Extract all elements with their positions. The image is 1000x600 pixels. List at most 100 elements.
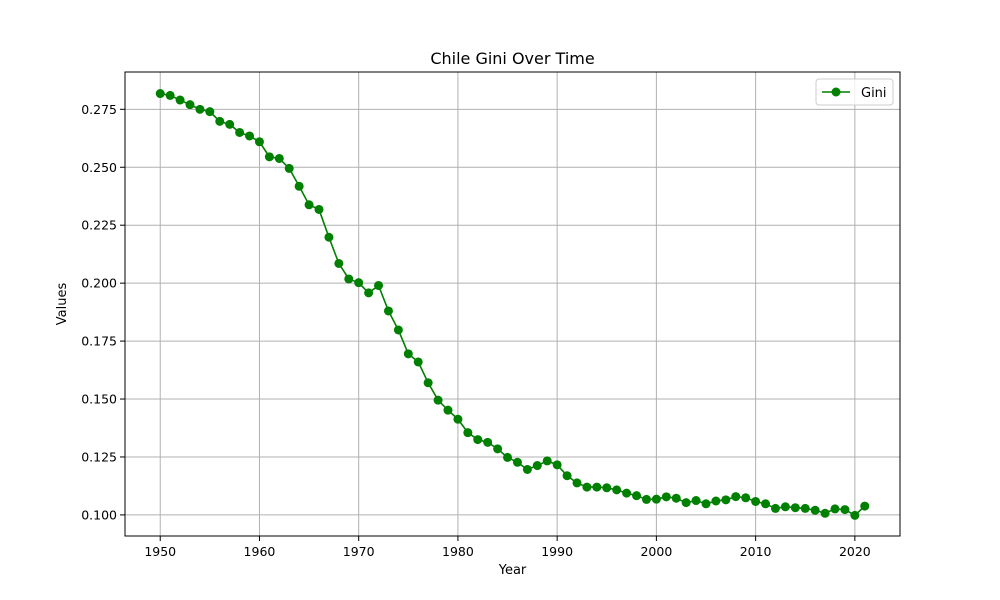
data-point xyxy=(741,493,751,503)
data-point xyxy=(493,444,503,454)
data-point xyxy=(274,153,284,163)
data-point xyxy=(344,274,354,284)
data-point xyxy=(691,496,701,506)
data-point xyxy=(731,492,741,502)
x-tick-label: 2000 xyxy=(640,544,672,559)
data-point xyxy=(622,488,632,498)
data-point xyxy=(503,452,513,462)
data-point xyxy=(820,508,830,518)
data-point xyxy=(225,119,235,129)
y-tick-label: 0.225 xyxy=(81,218,117,233)
data-point xyxy=(334,258,344,268)
data-point xyxy=(602,483,612,493)
data-point xyxy=(264,152,274,162)
data-point xyxy=(532,461,542,471)
data-point xyxy=(483,437,493,447)
data-point xyxy=(393,325,403,335)
data-point xyxy=(254,137,264,147)
data-point xyxy=(215,116,225,126)
data-point xyxy=(205,107,215,117)
data-point xyxy=(294,181,304,191)
data-point xyxy=(165,90,175,100)
x-tick-label: 2020 xyxy=(839,544,871,559)
data-point xyxy=(651,494,661,504)
x-tick-label: 1990 xyxy=(541,544,573,559)
y-tick-label: 0.200 xyxy=(81,276,117,291)
y-tick-label: 0.275 xyxy=(81,102,117,117)
data-point xyxy=(711,496,721,506)
y-tick-label: 0.175 xyxy=(81,334,117,349)
y-tick-label: 0.100 xyxy=(81,507,117,522)
data-point xyxy=(632,491,642,501)
data-point xyxy=(522,464,532,474)
data-point xyxy=(850,510,860,520)
y-tick-label: 0.250 xyxy=(81,160,117,175)
data-point xyxy=(245,131,255,141)
data-point xyxy=(403,349,413,359)
legend-box xyxy=(815,78,894,106)
chart-title: Chile Gini Over Time xyxy=(430,49,594,68)
y-tick-label: 0.150 xyxy=(81,392,117,407)
data-point xyxy=(572,478,582,488)
data-point xyxy=(641,494,651,504)
x-axis-label: Year xyxy=(498,563,527,578)
data-point xyxy=(761,499,771,509)
data-point xyxy=(314,204,324,214)
data-point xyxy=(661,492,671,502)
data-point xyxy=(592,482,602,492)
x-tick-label: 1960 xyxy=(244,544,276,559)
data-point xyxy=(721,495,731,505)
data-point xyxy=(473,435,483,445)
data-point xyxy=(552,460,562,470)
data-point xyxy=(840,505,850,515)
data-point xyxy=(830,504,840,514)
data-point xyxy=(860,501,870,511)
x-tick-label: 1970 xyxy=(343,544,375,559)
data-point xyxy=(423,378,433,388)
data-point xyxy=(304,200,314,210)
data-point xyxy=(800,503,810,513)
data-point xyxy=(433,395,443,405)
data-point xyxy=(284,163,294,173)
legend-label-gini: Gini xyxy=(861,86,887,101)
data-point xyxy=(175,95,185,105)
data-point xyxy=(612,485,622,495)
x-tick-label: 1980 xyxy=(442,544,474,559)
y-tick-label: 0.125 xyxy=(81,449,117,464)
data-point xyxy=(790,503,800,513)
data-point xyxy=(354,278,364,288)
data-point xyxy=(195,104,205,114)
x-tick-label: 1950 xyxy=(144,544,176,559)
data-point xyxy=(770,503,780,513)
data-point xyxy=(780,502,790,512)
data-point xyxy=(810,505,820,515)
data-point xyxy=(324,232,334,242)
data-point xyxy=(562,471,572,481)
data-point xyxy=(701,499,711,509)
data-point xyxy=(512,457,522,467)
data-point xyxy=(542,456,552,466)
y-axis-label: Values xyxy=(55,283,70,326)
data-point xyxy=(364,288,374,298)
data-point xyxy=(463,428,473,438)
data-point xyxy=(681,498,691,508)
data-point xyxy=(235,127,245,137)
data-point xyxy=(443,405,453,415)
series-layer xyxy=(155,89,870,520)
x-tick-label: 2010 xyxy=(740,544,772,559)
plot-frame xyxy=(124,71,901,537)
data-point xyxy=(671,493,681,503)
data-point xyxy=(582,482,592,492)
axes: 1950 1960 1970 1980 1990 2000 2010 2020 0.100 0.1… xyxy=(81,102,871,559)
data-point xyxy=(383,306,393,316)
legend-marker xyxy=(831,87,841,97)
data-point xyxy=(413,357,423,367)
grid-lines xyxy=(125,72,900,536)
data-point xyxy=(751,496,761,506)
data-point xyxy=(185,100,195,110)
data-point xyxy=(155,89,165,99)
legend: Gini xyxy=(815,78,894,106)
data-point xyxy=(374,280,384,290)
data-point xyxy=(453,414,463,424)
